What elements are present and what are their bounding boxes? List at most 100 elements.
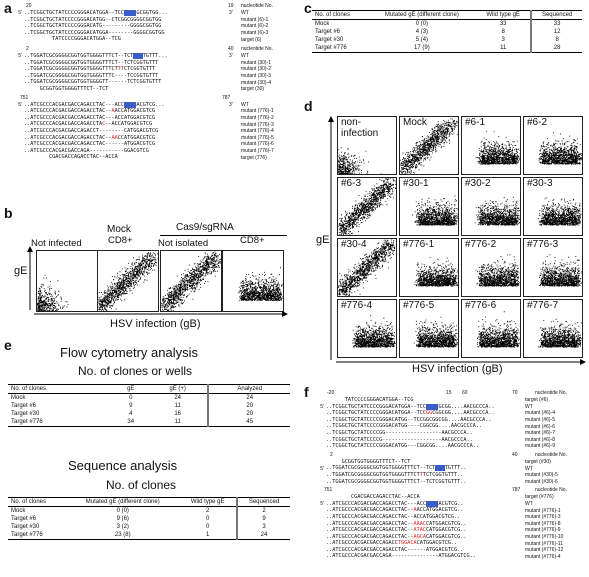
- b-xlabel: HSV infection (gB): [110, 318, 201, 330]
- alignment-row: ..TCGGCTGCTATCCCCGGGACATGG----CGGCGG....…: [312, 423, 587, 430]
- table-cell: 45: [207, 418, 290, 427]
- a-pos-end-2: 40: [228, 45, 234, 52]
- sequence-text: ..TCGGCTGCTATCCCCG-------------------AAC…: [326, 437, 521, 444]
- table-cell: 2: [236, 506, 290, 515]
- sequence-text: ..TCGGCTGCTATCCCCGGGACATGGA--TCCGGCGGCGG…: [326, 410, 521, 417]
- alignment-row: ..TGGATCGCGGGGCGGTGGTGGGGTTTC----TCCGGTG…: [10, 73, 285, 80]
- sequence-label: WT: [241, 10, 249, 17]
- sequence-text: ..ATCGCCCACGACGACCAGACCTAC---ACCATGGACGT…: [24, 101, 229, 109]
- sequence-segment: ACGTCG..: [438, 500, 464, 507]
- alignment-row: CGACGACCAGACCTAC--ACCA target (776): [10, 154, 285, 161]
- sequence-label: mutant (#6)-9: [525, 443, 556, 450]
- sequence-text: GCGGTGGTGGGGTTTCT--TCT: [326, 459, 521, 466]
- table-cell: 24: [174, 395, 182, 401]
- strand-end-label: 5': [320, 465, 324, 472]
- alignment-row: ..ATCGCCCACGACGACCAGACCTAC------ATGGACGT…: [10, 141, 285, 148]
- d-plot-label: #6-2: [526, 117, 549, 128]
- alignment-row: GCGGTGGTGGGGTTTCT--TCT target (30): [10, 86, 285, 93]
- sequence-segment: CATGGACGTCG..: [425, 520, 467, 527]
- sequence-text: ..TGGATCGCGGGGCGGTGGTGGGGTTTCT--TCTCGGTG…: [24, 60, 229, 67]
- mutation-highlight: AA: [111, 134, 118, 141]
- table-cell: 1: [206, 532, 210, 538]
- d-plot-label: #30-4: [340, 239, 368, 250]
- sequence-text: ..ATCGCCCACGACGACCAGACCTAC---ACCATGGACGT…: [24, 115, 229, 122]
- f-pos-1d: 70: [512, 390, 518, 396]
- sequence-segment: ..TCGGCTGCTATCCCCGGGACATGG--CTCGGCGGGGCG…: [24, 16, 162, 23]
- table-cell: 8: [501, 29, 505, 35]
- b-scatter-plot: [160, 250, 222, 312]
- mutation-highlight: TT: [117, 66, 124, 73]
- sequence-label: WT: [525, 465, 533, 472]
- table-row: Target #776 17 (9) 11 28: [312, 44, 582, 53]
- e-subtitle-seq: No. of clones: [106, 478, 177, 492]
- f-pos-1a: -20: [327, 390, 335, 396]
- sequence-segment: ..ATCGCCCACGACGACCAGACCTAC--: [326, 507, 414, 514]
- scatter-dots: [412, 195, 458, 226]
- sequence-label: mutant (#776)-11: [525, 540, 563, 547]
- d-scatter-plot: non-infection: [337, 116, 397, 175]
- scatter-dots: [477, 311, 520, 348]
- table-cell: 0: [206, 524, 210, 530]
- table-cell: 0: [206, 516, 210, 522]
- d-scatter-plot: #30-1: [399, 177, 459, 236]
- sequence-segment: CCATGGACGTCG: [117, 134, 156, 141]
- scatter-dots: [538, 197, 582, 226]
- sequence-label: target (6): [241, 36, 262, 43]
- sequence-segment: TATCCCCGGGACATGGA--TCG: [24, 36, 121, 43]
- sequence-segment: ..TCGGCTGCTATCCCCGGGACATG---------GGGGCG…: [24, 23, 162, 30]
- sequence-text: ..ATCGCCCACGACGACCAGACCTAC------ATGGACGT…: [326, 547, 521, 554]
- sequence-segment: CATGGACGTCG..: [425, 527, 467, 534]
- b-ylabel: gE: [14, 265, 28, 277]
- sequence-text: ..ATCGCCCACGACGACCAGA-----------GGACGTCG: [24, 148, 229, 155]
- sequence-segment: GCGGTGGTGGGGTTTCT--TCT: [24, 85, 109, 92]
- table-header-cell: Sequenced: [530, 10, 582, 20]
- sequence-segment: CTCGGTGTTT: [123, 66, 156, 73]
- sequence-label: mutant (#776)-9: [525, 527, 561, 534]
- f-pos-1c: 60: [462, 390, 468, 396]
- sequence-segment: ..TCGGCTGCTATCCCCGGGACATGGA--TCC: [24, 10, 124, 16]
- sequence-text: ..ATCGCCCACGACGACCAGACCTAC--ACCATGGACGTC…: [326, 514, 521, 521]
- table-cell: 28: [530, 44, 582, 53]
- table-cell: Mock: [11, 508, 26, 514]
- d-plot-label: #776-6: [464, 300, 498, 311]
- scatter-dots: [338, 239, 396, 296]
- table-row: Target #30 4 16 20: [8, 410, 290, 418]
- alignment-row: ..TCGGCTGCTATCCCCGGGACATGG--CTCGGCGGGGCG…: [10, 17, 285, 24]
- sequence-segment: ..TCGGCTGCTATCCCCGGGACATGG---CGGCGG....A…: [326, 443, 480, 450]
- sequence-text: CGACGACCAGACCTAC--ACCA: [326, 494, 521, 501]
- d-plot-label: non-infection: [340, 117, 396, 139]
- sequence-segment: ..ATCGCCCACGACGACCAGACCTAC--: [24, 134, 112, 141]
- table-row: Mock 0 24 24: [8, 393, 290, 402]
- table-header-cell: Mutated gE (different clone): [85, 499, 160, 505]
- scatter-dots: [338, 137, 382, 174]
- a-alignment-block-6: 5' ..TCGGCTGCTATCCCCGGGACATGGA--TCCGGAGGC…: [10, 10, 285, 43]
- sequence-segment: ACCATGGACGTCG..: [416, 507, 464, 514]
- pam-highlight: ATGG: [123, 101, 137, 108]
- f-alignment-block-30: GCGGTGGTGGGGTTTCT--TCT target (#30) 5' ..TG…: [312, 459, 587, 485]
- scatter-dots: [338, 178, 396, 235]
- d-scatter-plot: #30-3: [523, 177, 583, 236]
- sequence-label: target (#30): [525, 459, 551, 466]
- d-plot-label: #776-2: [464, 239, 498, 250]
- table-header-cell: Wild type gE: [486, 12, 521, 18]
- sequence-label: mutant (30)-1: [241, 59, 272, 66]
- scatter-dots: [474, 196, 520, 226]
- alignment-row: TATCCCCGGGACATGGA--TCG target (#6): [312, 397, 587, 404]
- sequence-label: mutant (#30)-6: [525, 478, 558, 485]
- d-plot-label: #776-1: [402, 239, 436, 250]
- sequence-text: ..ATCGCCCACGACGACCAGACCTAC---ACCATGGACGT…: [326, 500, 521, 508]
- table-cell: 4 (3): [415, 29, 429, 35]
- sequence-text: ..ATCGCCCACGACGACCAGACCTAC--AACCATGGACGT…: [24, 108, 229, 115]
- table-cell: Target #30: [11, 411, 40, 417]
- d-plot-label: #30-1: [402, 178, 430, 189]
- a-pos-start-1: 20: [26, 3, 32, 9]
- mutation-highlight: ATAC: [413, 527, 426, 534]
- sequence-text: TATCCCCGGGACATGGA--TCG: [24, 36, 229, 43]
- b-label-4: CD8+: [240, 235, 265, 246]
- f-header-1: nucleotide No.: [535, 390, 567, 396]
- sequence-segment: --ACCATGGACGTCG: [105, 121, 153, 128]
- sequence-segment: CGACGACCAGACCTAC--ACCA: [24, 154, 118, 161]
- alignment-row: CGACGACCAGACCTAC--ACCA target (#776): [312, 494, 587, 501]
- table-cell: 9: [129, 403, 133, 409]
- alignment-row: ..ATCGCCCACGACGACCAGA---------------ATGG…: [312, 553, 587, 560]
